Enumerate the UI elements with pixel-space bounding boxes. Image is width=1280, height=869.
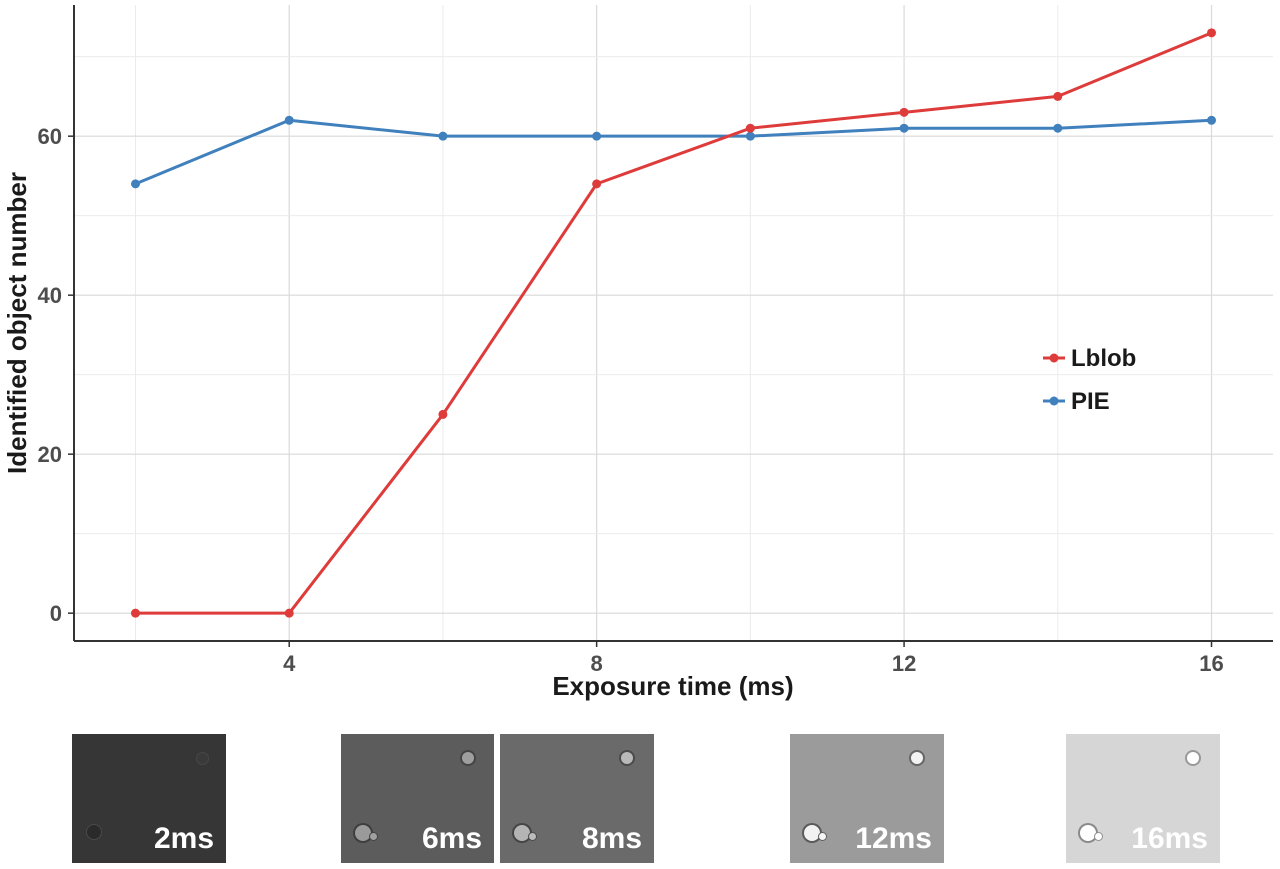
thumbnail-label: 2ms bbox=[153, 822, 214, 855]
particle-blob bbox=[1187, 752, 1199, 764]
thumbnail-label: 16ms bbox=[1131, 822, 1208, 855]
particle-blob bbox=[911, 752, 923, 764]
x-tick-label: 8 bbox=[591, 651, 603, 676]
data-point-pie bbox=[899, 123, 909, 133]
y-tick-label: 60 bbox=[38, 124, 62, 149]
thumbnail-2ms: 2ms bbox=[72, 734, 226, 863]
data-point-lblob bbox=[284, 608, 294, 618]
grid-lines bbox=[74, 5, 1273, 641]
data-point-lblob bbox=[130, 608, 140, 618]
particle-blob bbox=[1095, 833, 1102, 840]
particle-blob bbox=[197, 753, 208, 764]
series-layer bbox=[130, 28, 1217, 618]
particle-blob bbox=[370, 833, 377, 840]
data-point-lblob bbox=[1207, 28, 1217, 38]
thumbnail-label: 6ms bbox=[421, 822, 482, 855]
y-tick-label: 20 bbox=[38, 442, 62, 467]
y-tick-label: 0 bbox=[50, 601, 62, 626]
data-point-pie bbox=[592, 131, 602, 141]
y-tick-label: 40 bbox=[38, 283, 62, 308]
series-line-pie bbox=[134, 118, 1212, 186]
data-point-lblob bbox=[899, 107, 909, 117]
particle-blob bbox=[819, 833, 826, 840]
particle-blob bbox=[804, 825, 820, 841]
data-point-pie bbox=[1053, 123, 1063, 133]
data-point-lblob bbox=[438, 409, 448, 419]
thumbnail-label: 12ms bbox=[855, 822, 932, 855]
data-point-pie bbox=[1207, 115, 1217, 125]
particle-blob bbox=[529, 833, 536, 840]
particle-blob bbox=[355, 825, 371, 841]
data-point-lblob bbox=[1053, 91, 1063, 101]
line-chart: 4 8 12 16 0 20 40 60 Exposure time (ms) Identif… bbox=[2, 5, 1273, 701]
legend-label: PIE bbox=[1071, 388, 1110, 415]
particle-blob bbox=[514, 825, 530, 841]
thumbnail-8ms: 8ms bbox=[500, 734, 654, 863]
legend-label: Lblob bbox=[1071, 345, 1136, 372]
x-tick-label: 12 bbox=[892, 651, 916, 676]
series-line-lblob bbox=[135, 31, 1213, 615]
y-axis-title: Identified object number bbox=[2, 172, 32, 474]
thumbnail-12ms: 12ms bbox=[790, 734, 944, 863]
data-point-pie bbox=[745, 131, 755, 141]
particle-blob bbox=[87, 825, 101, 839]
particle-blob bbox=[621, 752, 633, 764]
data-point-lblob bbox=[745, 123, 755, 133]
thumbnail-label: 8ms bbox=[581, 822, 642, 855]
thumbnail-6ms: 6ms bbox=[341, 734, 494, 863]
data-point-pie bbox=[438, 131, 448, 141]
legend-key-point bbox=[1049, 353, 1059, 363]
legend-key-point bbox=[1049, 396, 1059, 406]
x-tick-label: 4 bbox=[283, 651, 296, 676]
x-axis-title: Exposure time (ms) bbox=[552, 671, 793, 701]
particle-blob bbox=[462, 752, 474, 764]
x-tick-label: 16 bbox=[1199, 651, 1223, 676]
data-point-lblob bbox=[592, 179, 602, 189]
thumbnail-16ms: 16ms bbox=[1066, 734, 1220, 863]
axis-ticks: 4 8 12 16 0 20 40 60 bbox=[38, 124, 1224, 676]
data-point-pie bbox=[284, 115, 294, 125]
particle-blob bbox=[1080, 825, 1096, 841]
legend: Lblob PIE bbox=[1043, 345, 1136, 415]
data-point-pie bbox=[130, 179, 140, 189]
